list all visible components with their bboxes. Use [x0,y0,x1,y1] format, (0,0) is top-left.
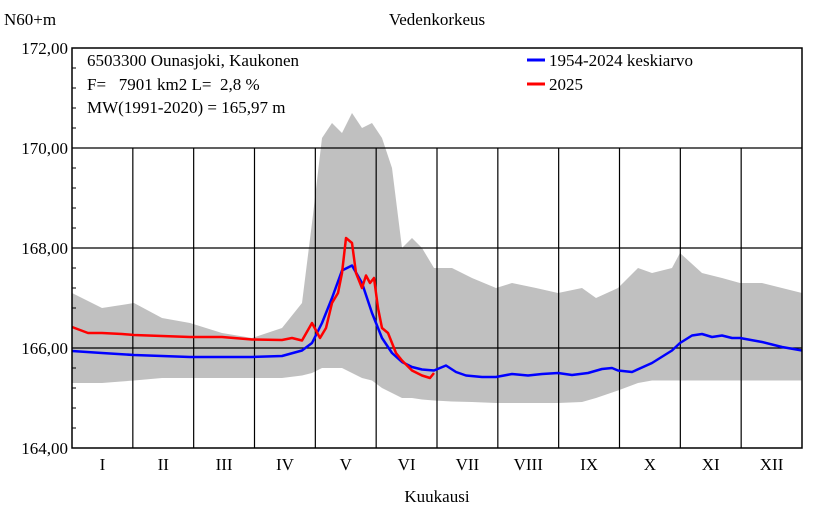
x-tick-label: X [644,455,656,474]
x-axis-label: Kuukausi [404,487,469,506]
y-tick-label: 168,00 [21,239,68,258]
x-tick-label: XII [760,455,784,474]
grid-layer [72,67,802,448]
y-tick-labels: 164,00 166,00 168,00 170,00 172,00 [21,39,68,458]
x-tick-label: XI [702,455,720,474]
x-tick-label: VI [398,455,416,474]
y-axis-label: N60+m [4,10,56,29]
x-tick-label: IV [276,455,295,474]
series-line-mean [71,264,803,379]
legend: 1954-2024 keskiarvo 2025 [527,51,693,94]
x-tick-label: IX [580,455,598,474]
x-tick-label: VIII [514,455,544,474]
info-line-area: F= 7901 km2 L= 2,8 % [87,75,260,94]
info-box: 6503300 Ounasjoki, Kaukonen F= 7901 km2 … [87,51,300,117]
x-tick-label: VII [456,455,480,474]
x-tick-label: I [100,455,106,474]
y-tick-label: 170,00 [21,139,68,158]
plot-frame [71,47,803,449]
x-tick-label: III [216,455,233,474]
chart-title: Vedenkorkeus [389,10,485,29]
series-layer [71,236,803,380]
legend-label-current: 2025 [549,75,583,94]
series-line-2025 [71,236,435,380]
info-line-mean: MW(1991-2020) = 165,97 m [87,98,285,117]
y-tick-label: 166,00 [21,339,68,358]
x-tick-label: II [158,455,170,474]
x-tick-labels: I II III IV V VI VII VIII IX X XI XII [100,455,784,474]
info-line-station: 6503300 Ounasjoki, Kaukonen [87,51,300,70]
y-tick-label: 172,00 [21,39,68,58]
y-tick-label: 164,00 [21,439,68,458]
legend-label-mean: 1954-2024 keskiarvo [549,51,693,70]
x-tick-label: V [340,455,353,474]
